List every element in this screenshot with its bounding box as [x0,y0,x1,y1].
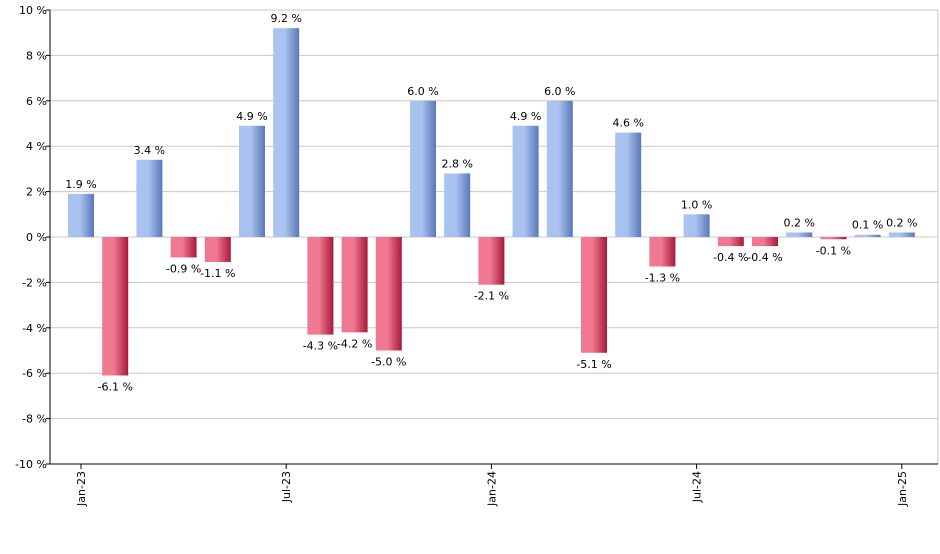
bar [102,237,129,376]
bar-value-label: 2.8 % [441,157,472,170]
bar-value-label: 6.0 % [544,85,575,98]
bar-value-label: 0.2 % [886,216,917,229]
bar-value-label: -0.9 % [166,262,201,275]
x-tick-label: Jan-24 [485,471,498,507]
bar-value-label: 4.9 % [510,110,541,123]
bar-value-label: -0.4 % [747,251,782,264]
bar-value-label: 0.2 % [783,216,814,229]
y-tick-label: 4 % [26,140,47,153]
bar [307,237,334,335]
bar [239,125,265,237]
bar-value-label: -1.3 % [645,272,680,285]
y-tick-label: -8 % [22,413,47,426]
x-tick-label: Jan-23 [75,471,88,507]
bar-value-label: -5.0 % [371,356,406,369]
x-tick-label: Jul-23 [280,471,293,503]
bar-value-label: 9.2 % [270,12,301,25]
bar [581,237,607,353]
bar-value-label: 0.1 % [852,219,883,232]
bar [273,28,300,237]
bar [136,159,163,237]
bar [478,237,505,285]
bar [854,234,881,237]
bar [444,173,471,237]
y-tick-label: 6 % [26,95,47,108]
bar [786,232,813,237]
bar [375,237,402,351]
y-tick-label: -10 % [15,458,47,471]
bar-value-label: -0.1 % [816,244,851,257]
bar-value-label: -4.3 % [303,340,338,353]
bar-value-label: 6.0 % [407,85,438,98]
bar-value-label: -6.1 % [97,380,132,393]
bar [615,132,642,237]
bar-value-label: -5.1 % [576,358,611,371]
bar-value-label: -0.4 % [713,251,748,264]
bar-value-label: -1.1 % [200,267,235,280]
bar-value-label: -4.2 % [337,337,372,350]
data-labels: 1.9 % -6.1 % 3.4 % -0.9 %-1.1 % 4.9 % 9.2 % -4… [65,12,917,393]
y-tick-label: 2 % [26,186,47,199]
y-tick-label: 10 % [19,4,47,17]
bar [410,100,436,237]
y-tick-label: 0 % [26,231,47,244]
bar [717,237,744,247]
bars [68,28,915,376]
bar-value-label: 1.9 % [65,178,96,191]
bar [649,237,676,267]
x-tick-label: Jul-24 [691,471,704,503]
bar [820,237,847,240]
bar [752,237,778,247]
bar [204,237,231,262]
bar-value-label: 1.0 % [681,198,712,211]
bar [888,232,915,237]
y-tick-label: -6 % [22,367,47,380]
bar-value-label: 3.4 % [134,144,165,157]
bar-value-label: 4.6 % [612,117,643,130]
bar [512,125,539,237]
bar [68,193,94,237]
bar [683,214,710,237]
bar [341,237,368,333]
y-tick-label: 8 % [26,49,47,62]
bar-value-label: 4.9 % [236,110,267,123]
bar [546,100,573,237]
axes: 10 % 8 % 6 % 4 % 2 % 0 % -2 % -4 % -6 % -8 % -10 %… [15,4,939,507]
bar-value-label: -2.1 % [474,290,509,303]
bar [170,237,197,258]
y-tick-label: -4 % [22,322,47,335]
x-tick-label: Jan-25 [896,471,909,507]
y-tick-label: -2 % [22,276,47,289]
